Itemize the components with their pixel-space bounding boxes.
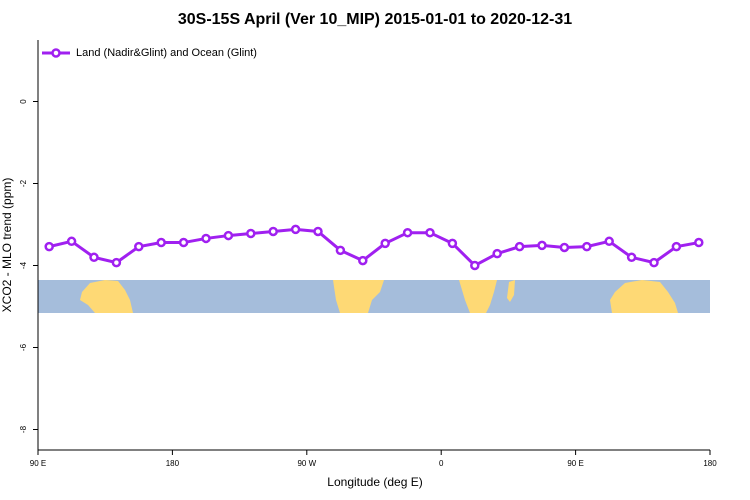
point bbox=[290, 224, 301, 235]
land bbox=[459, 280, 497, 313]
point bbox=[66, 236, 77, 247]
chart-title: 30S-15S April (Ver 10_MIP) 2015-01-01 to… bbox=[178, 11, 572, 28]
point bbox=[470, 260, 480, 271]
y-tick-label: 0 bbox=[19, 99, 28, 104]
point bbox=[559, 242, 570, 253]
point bbox=[335, 245, 346, 256]
y-tick-label: -8 bbox=[19, 425, 28, 433]
legend-marker bbox=[51, 48, 61, 58]
point bbox=[246, 228, 256, 239]
y-tick-label: -4 bbox=[19, 261, 28, 269]
point bbox=[582, 241, 592, 252]
x-tick-label: 90 E bbox=[567, 459, 583, 468]
point bbox=[89, 252, 99, 263]
y-tick-label: -2 bbox=[19, 179, 28, 187]
point bbox=[223, 230, 234, 241]
point bbox=[626, 252, 637, 263]
point bbox=[425, 227, 435, 238]
point bbox=[178, 237, 189, 248]
x-axis-label: Longitude (deg E) bbox=[327, 475, 422, 489]
x-tick-label: 90 E bbox=[30, 459, 46, 468]
y-axis-label: XCO2 - MLO trend (ppm) bbox=[0, 178, 14, 313]
y-tick-label: -6 bbox=[19, 343, 28, 351]
x-tick-label: 180 bbox=[703, 459, 717, 468]
legend-label: Land (Nadir&Glint) and Ocean (Glint) bbox=[76, 47, 257, 59]
land bbox=[610, 280, 678, 313]
point bbox=[268, 226, 278, 237]
x-tick-label: 90 W bbox=[297, 459, 316, 468]
point bbox=[313, 226, 323, 237]
point bbox=[537, 240, 547, 251]
point bbox=[604, 236, 614, 247]
land bbox=[80, 280, 133, 313]
land bbox=[507, 280, 515, 302]
point bbox=[492, 248, 502, 259]
point bbox=[671, 241, 682, 252]
point bbox=[201, 233, 211, 244]
point bbox=[156, 237, 166, 248]
point bbox=[402, 227, 413, 238]
point bbox=[134, 241, 144, 252]
point bbox=[514, 241, 525, 252]
point bbox=[380, 238, 390, 249]
x-tick-label: 180 bbox=[166, 459, 180, 468]
point bbox=[447, 238, 458, 249]
point bbox=[358, 255, 368, 266]
point bbox=[694, 237, 704, 248]
map-strip bbox=[38, 280, 710, 313]
series-line bbox=[48, 227, 700, 268]
point bbox=[44, 241, 54, 252]
point bbox=[111, 257, 122, 268]
x-tick-label: 0 bbox=[439, 459, 444, 468]
land bbox=[333, 280, 384, 313]
point bbox=[649, 257, 659, 268]
